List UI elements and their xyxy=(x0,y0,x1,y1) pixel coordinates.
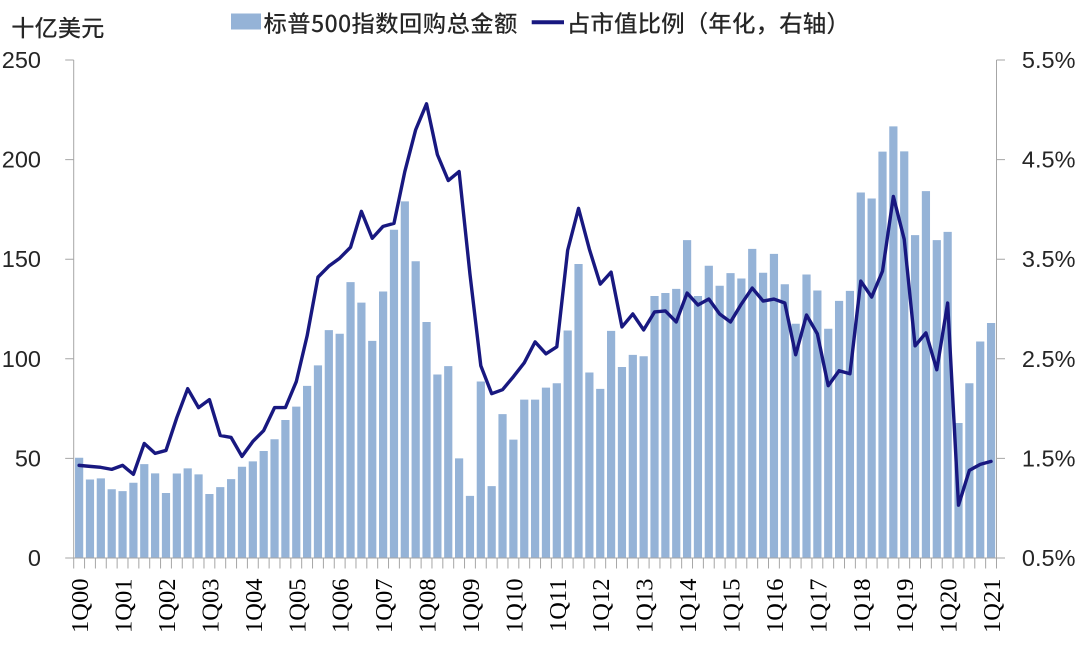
svg-text:1Q16: 1Q16 xyxy=(762,579,789,633)
svg-text:1Q01: 1Q01 xyxy=(111,579,138,633)
svg-text:1Q05: 1Q05 xyxy=(284,579,311,633)
svg-text:1Q07: 1Q07 xyxy=(371,579,398,633)
svg-text:1Q14: 1Q14 xyxy=(675,579,702,633)
svg-text:1Q11: 1Q11 xyxy=(545,579,572,633)
svg-text:1Q09: 1Q09 xyxy=(458,579,485,633)
svg-text:1Q17: 1Q17 xyxy=(805,579,832,633)
svg-text:0: 0 xyxy=(28,545,41,571)
svg-text:1Q00: 1Q00 xyxy=(67,579,94,633)
svg-text:50: 50 xyxy=(15,445,41,471)
svg-text:1Q15: 1Q15 xyxy=(719,579,746,633)
svg-text:1Q10: 1Q10 xyxy=(501,579,528,633)
svg-text:0.5%: 0.5% xyxy=(1022,545,1076,571)
svg-text:2.5%: 2.5% xyxy=(1022,346,1076,372)
svg-text:1Q06: 1Q06 xyxy=(328,579,355,633)
svg-text:3.5%: 3.5% xyxy=(1022,246,1076,272)
svg-text:1Q03: 1Q03 xyxy=(197,579,224,633)
svg-text:1Q19: 1Q19 xyxy=(892,579,919,633)
svg-text:4.5%: 4.5% xyxy=(1022,147,1076,173)
svg-text:5.5%: 5.5% xyxy=(1022,47,1076,73)
svg-text:1Q02: 1Q02 xyxy=(154,579,181,633)
svg-text:200: 200 xyxy=(2,147,41,173)
svg-text:1.5%: 1.5% xyxy=(1022,445,1076,471)
svg-text:1Q21: 1Q21 xyxy=(979,579,1006,633)
svg-text:1Q12: 1Q12 xyxy=(588,579,615,633)
svg-text:1Q18: 1Q18 xyxy=(849,579,876,633)
svg-text:100: 100 xyxy=(2,346,41,372)
svg-text:150: 150 xyxy=(2,246,41,272)
svg-text:1Q08: 1Q08 xyxy=(415,579,442,633)
svg-text:1Q20: 1Q20 xyxy=(936,579,963,633)
svg-text:250: 250 xyxy=(2,47,41,73)
svg-text:1Q13: 1Q13 xyxy=(632,579,659,633)
svg-text:1Q04: 1Q04 xyxy=(241,579,268,633)
